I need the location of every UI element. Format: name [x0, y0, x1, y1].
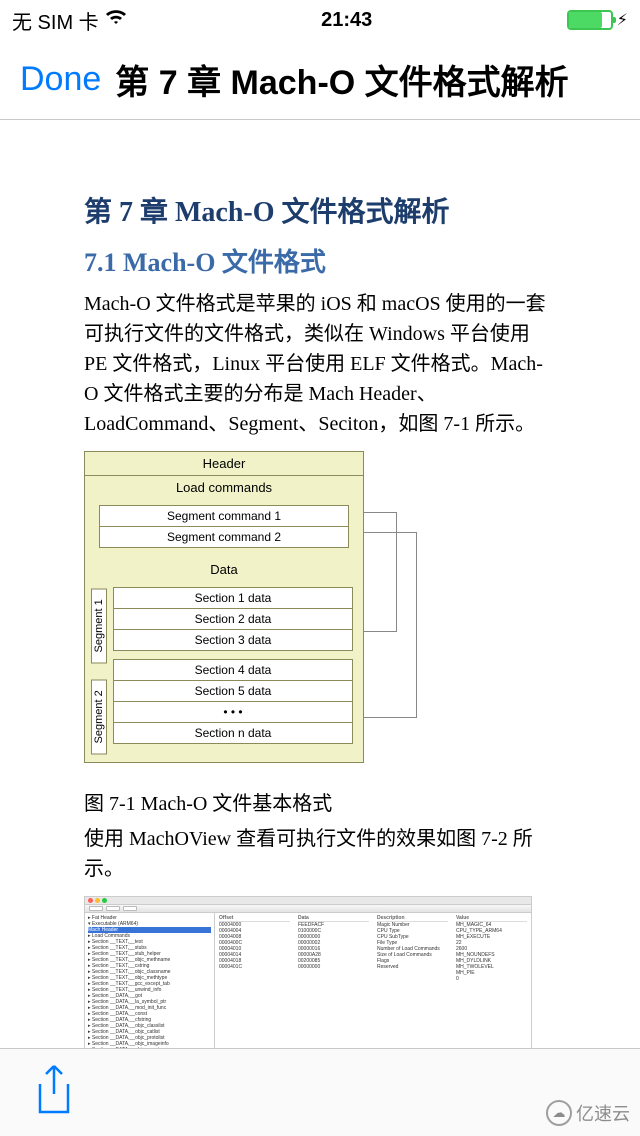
- section-heading: 7.1 Mach-O 文件格式: [84, 242, 556, 279]
- status-bar: 无 SIM 卡 21:43 ⚡︎: [0, 0, 640, 40]
- done-button[interactable]: Done: [20, 60, 101, 99]
- machoview-column: DataFEEDFACF0100000C00000000000000020000…: [294, 913, 373, 1048]
- wifi-icon: [105, 9, 127, 32]
- diagram-section-row: Section 2 data: [113, 609, 353, 630]
- window-control-dot: [88, 898, 93, 903]
- machoview-sidebar-row: ▸ Section __DATA,__objc_const: [88, 1047, 211, 1048]
- diagram-section-row: Section 5 data: [113, 681, 353, 702]
- diagram-header-label: Header: [85, 452, 363, 476]
- paragraph-2: 使用 MachOView 查看可执行文件的效果如图 7-2 所示。: [84, 824, 556, 884]
- machoview-column: ValueMH_MAGIC_64CPU_TYPE_ARM64MH_EXECUTE…: [452, 913, 531, 1048]
- diagram-section-row: Section 1 data: [113, 587, 353, 609]
- charging-icon: ⚡︎: [617, 10, 628, 30]
- machoview-screenshot: ▸ Fat Header▾ Executable (ARM64) Mach He…: [84, 896, 532, 1048]
- share-icon[interactable]: [34, 1064, 74, 1121]
- diagram-loadcmds-label: Load commands: [85, 476, 363, 499]
- toolbar-button: [89, 906, 103, 911]
- status-left: 无 SIM 卡: [12, 6, 127, 35]
- battery-icon: [567, 10, 613, 30]
- nav-bar: Done 第 7 章 Mach-O 文件格式解析: [0, 40, 640, 120]
- machoview-titlebar: [85, 897, 531, 905]
- carrier-text: 无 SIM 卡: [12, 6, 99, 35]
- diagram-section-row: Section 4 data: [113, 659, 353, 681]
- connector-line: [363, 532, 417, 718]
- toolbar-button: [123, 906, 137, 911]
- diagram-header-block: Header Load commands Segment command 1Se…: [84, 451, 364, 558]
- machoview-col-header: Value: [456, 915, 527, 922]
- watermark: ☁ 亿速云: [546, 1100, 630, 1126]
- diagram-segcmds: Segment command 1Segment command 2: [99, 505, 349, 548]
- diagram-segment-label: Segment 1: [91, 589, 107, 664]
- machoview-cell: 00000000: [298, 964, 369, 970]
- paragraph-1: Mach-O 文件格式是苹果的 iOS 和 macOS 使用的一套可执行文件的文…: [84, 289, 556, 439]
- diagram-section-row: Section n data: [113, 723, 353, 744]
- diagram-section-row: Section 3 data: [113, 630, 353, 651]
- document-viewer[interactable]: 第 7 章 Mach-O 文件格式解析 7.1 Mach-O 文件格式 Mach…: [0, 120, 640, 1048]
- page-title: 第 7 章 Mach-O 文件格式解析: [115, 55, 568, 104]
- machoview-column: DescriptionMagic NumberCPU TypeCPU SubTy…: [373, 913, 452, 1048]
- machoview-table: Offset0000400000004004000040080000400C00…: [215, 913, 531, 1048]
- diagram-section-row: • • •: [113, 702, 353, 723]
- battery-fill: [569, 12, 602, 28]
- machoview-cell: 0000401C: [219, 964, 290, 970]
- watermark-text: 亿速云: [576, 1100, 630, 1126]
- diagram-data-label: Data: [85, 558, 363, 581]
- machoview-col-header: Offset: [219, 915, 290, 922]
- machoview-col-header: Description: [377, 915, 448, 922]
- bottom-toolbar: [0, 1048, 640, 1136]
- macho-structure-diagram: Header Load commands Segment command 1Se…: [84, 451, 364, 763]
- window-control-dot: [102, 898, 107, 903]
- machoview-column: Offset0000400000004004000040080000400C00…: [215, 913, 294, 1048]
- watermark-icon: ☁: [546, 1100, 572, 1126]
- figure-caption-1: 图 7-1 Mach-O 文件基本格式: [84, 787, 556, 816]
- diagram-segcmd-row: Segment command 2: [99, 527, 349, 548]
- window-control-dot: [95, 898, 100, 903]
- machoview-col-header: Data: [298, 915, 369, 922]
- machoview-cell: 0: [456, 976, 527, 982]
- machoview-toolbar: [85, 905, 531, 913]
- diagram-segment-label: Segment 2: [91, 680, 107, 755]
- diagram-segcmd-row: Segment command 1: [99, 505, 349, 527]
- machoview-cell: Reserved: [377, 964, 448, 970]
- status-right: ⚡︎: [567, 10, 628, 30]
- status-time: 21:43: [321, 9, 372, 32]
- chapter-heading: 第 7 章 Mach-O 文件格式解析: [84, 190, 556, 230]
- machoview-sidebar: ▸ Fat Header▾ Executable (ARM64) Mach He…: [85, 913, 215, 1048]
- toolbar-button: [106, 906, 120, 911]
- diagram-data-block: Data Segment 1Segment 2Section 1 dataSec…: [84, 558, 364, 763]
